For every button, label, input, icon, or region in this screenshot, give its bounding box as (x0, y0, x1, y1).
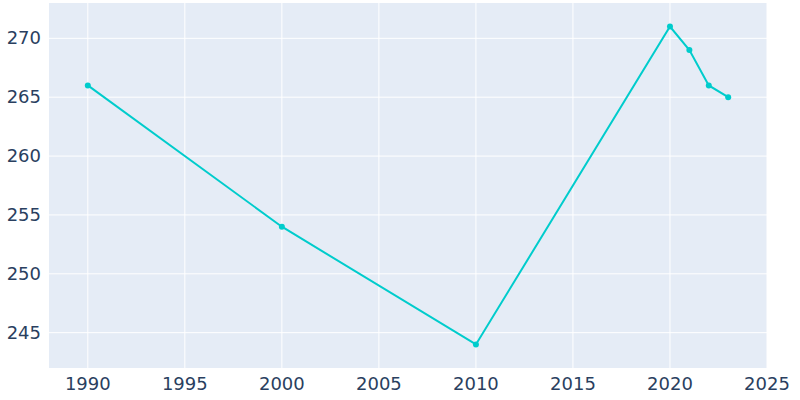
marker (667, 24, 673, 30)
x-grid-line (378, 3, 379, 368)
marker (686, 47, 692, 53)
y-grid-line (49, 332, 767, 333)
x-tick-label: 2000 (259, 373, 305, 394)
y-tick-label: 270 (7, 27, 41, 48)
marker (706, 82, 712, 88)
marker (725, 94, 731, 100)
y-tick-label: 245 (7, 322, 41, 343)
x-tick-label: 2005 (356, 373, 402, 394)
x-tick-label: 2015 (550, 373, 596, 394)
x-tick-label: 1995 (162, 373, 208, 394)
marker (85, 82, 91, 88)
x-grid-line (281, 3, 282, 368)
x-grid-line (475, 3, 476, 368)
y-tick-label: 255 (7, 204, 41, 225)
y-grid-line (49, 38, 767, 39)
marker (279, 224, 285, 230)
x-tick-label: 2010 (453, 373, 499, 394)
marker (473, 341, 479, 347)
background (0, 0, 800, 400)
plot-area (49, 3, 767, 368)
y-grid-line (49, 97, 767, 98)
x-tick-label: 1990 (65, 373, 111, 394)
tick-labels: 1990 1995 2000 2005 2010 2015 2020 2025 245 250 25… (7, 27, 790, 394)
x-grid-line (184, 3, 185, 368)
chart: 1990 1995 2000 2005 2010 2015 2020 2025 245 250 25… (0, 0, 800, 400)
x-tick-label: 2020 (647, 373, 693, 394)
x-grid-line (87, 3, 88, 368)
y-tick-label: 260 (7, 145, 41, 166)
x-grid-line (767, 3, 768, 368)
y-grid-line (49, 273, 767, 274)
y-grid-line (49, 214, 767, 215)
line (88, 27, 728, 345)
y-tick-label: 265 (7, 86, 41, 107)
x-tick-label: 2025 (744, 373, 790, 394)
y-tick-label: 250 (7, 263, 41, 284)
grid (49, 3, 767, 368)
series (85, 24, 731, 348)
y-grid-line (49, 156, 767, 157)
x-grid-line (669, 3, 670, 368)
